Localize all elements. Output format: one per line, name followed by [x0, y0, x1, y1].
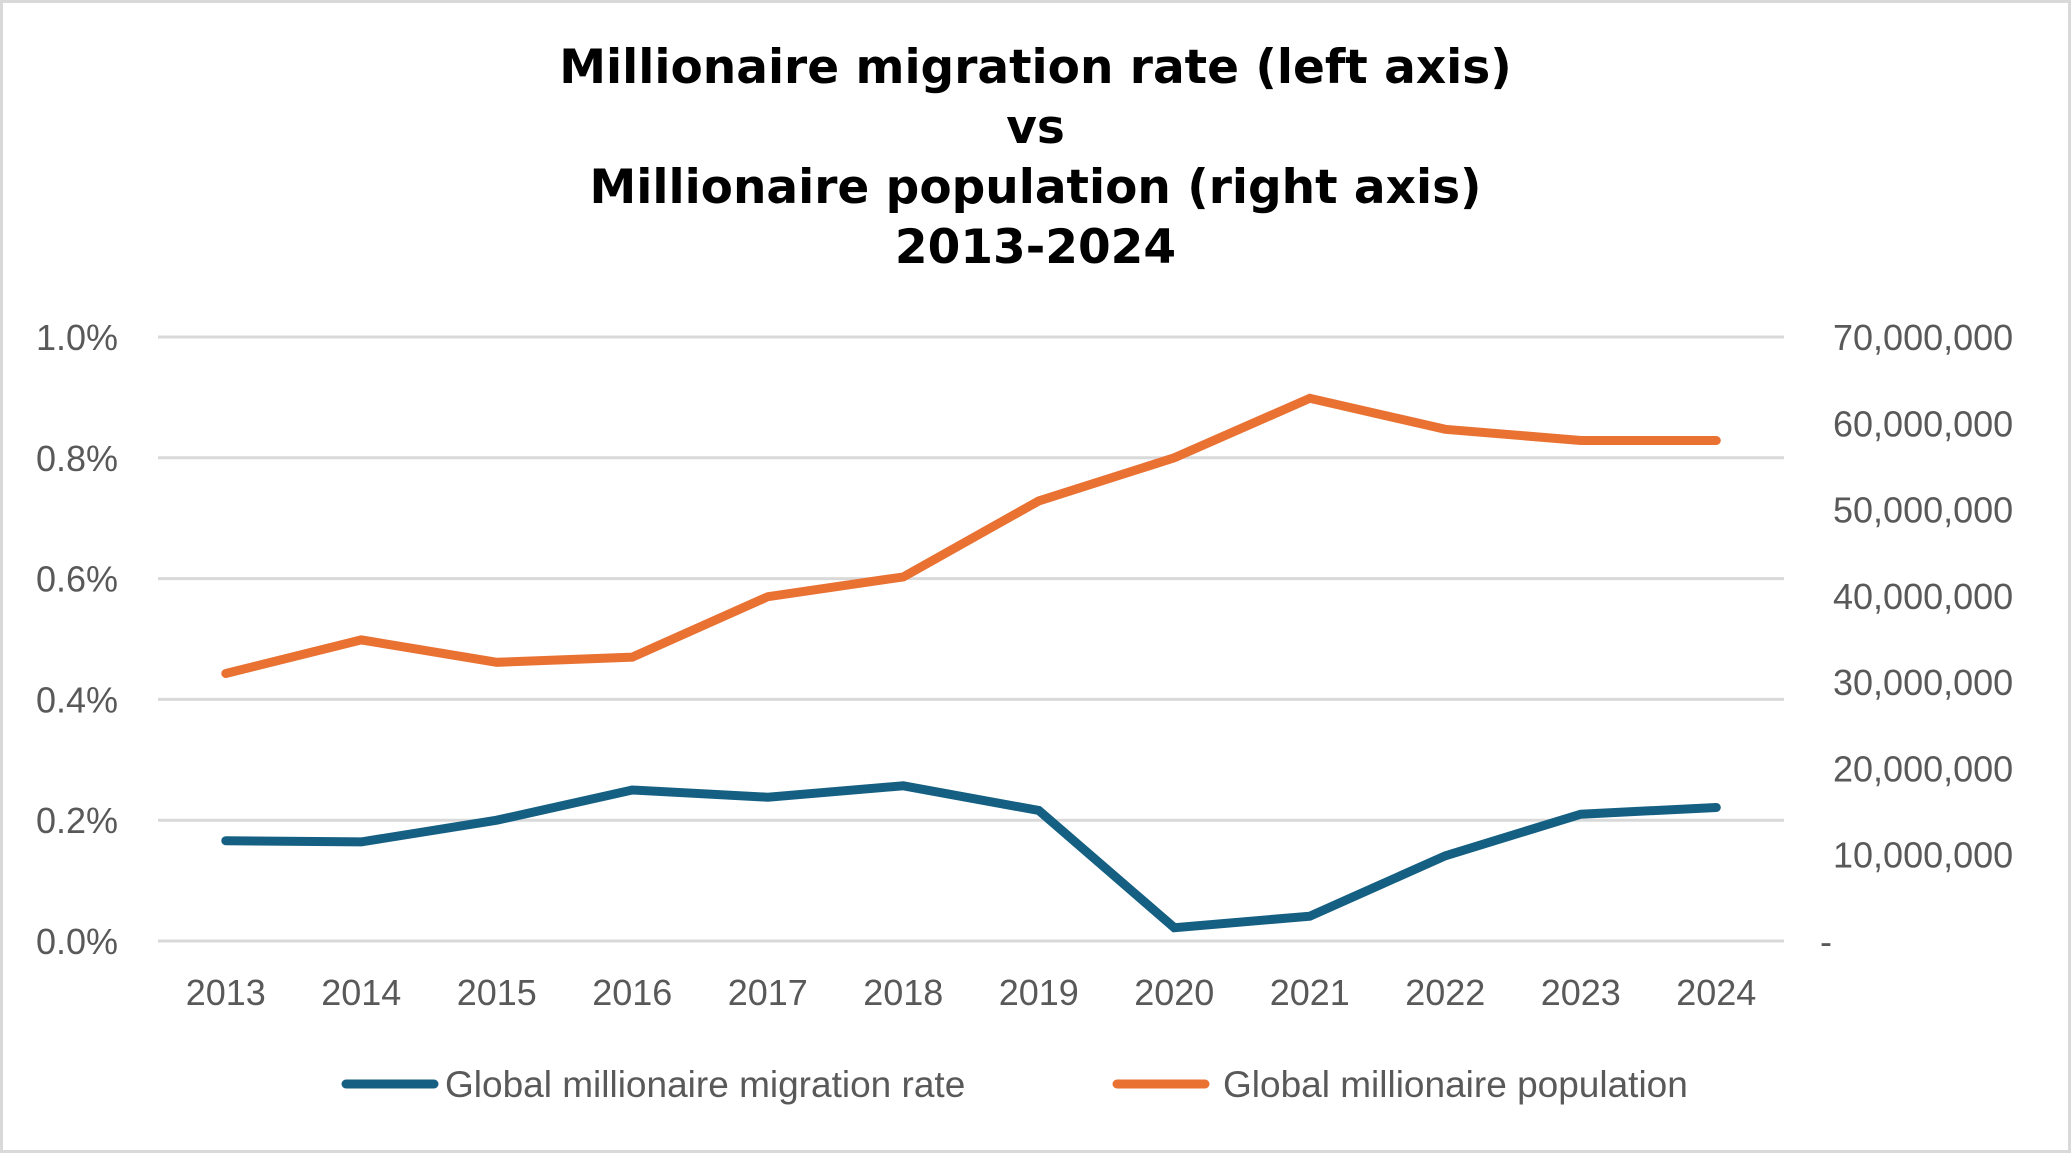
x-axis-tick-label: 2024: [1676, 972, 1756, 1013]
title-line-1: Millionaire migration rate (left axis): [559, 40, 1512, 95]
x-axis-tick-label: 2015: [457, 972, 537, 1013]
series-line-population: [221, 393, 1721, 678]
x-axis-tick-label: 2016: [592, 972, 672, 1013]
title-line-4: 2013-2024: [894, 220, 1177, 275]
x-axis-tick-label: 2018: [863, 972, 943, 1013]
series-lines: [221, 393, 1721, 933]
right-axis-tick-label: 30,000,000: [1833, 662, 2013, 703]
chart-title: Millionaire migration rate (left axis) v…: [0, 38, 2071, 278]
right-axis-tick-label: 10,000,000: [1833, 835, 2013, 876]
x-axis-tick-label: 2013: [186, 972, 266, 1013]
title-line-2: vs: [1006, 100, 1065, 155]
right-axis-tick-label: 50,000,000: [1833, 490, 2013, 531]
left-axis-tick-label: 0.6%: [36, 559, 118, 600]
left-axis-tick-label: 0.8%: [36, 438, 118, 479]
x-axis-tick-label: 2019: [999, 972, 1079, 1013]
right-axis-tick-label: 20,000,000: [1833, 748, 2013, 789]
x-axis-tick-label: 2023: [1541, 972, 1621, 1013]
right-axis: - 10,000,000 20,000,000 30,000,000 40,000,00…: [1820, 317, 2013, 962]
right-axis-tick-label: -: [1820, 921, 1832, 962]
x-axis-tick-label: 2020: [1134, 972, 1214, 1013]
left-axis-tick-label: 0.2%: [36, 800, 118, 841]
right-axis-tick-label: 60,000,000: [1833, 403, 2013, 444]
title-line-3: Millionaire population (right axis): [589, 160, 1482, 215]
legend-label-population: Global millionaire population: [1223, 1064, 1688, 1105]
left-axis-tick-label: 0.0%: [36, 921, 118, 962]
gridlines: [158, 335, 1784, 943]
x-axis-tick-label: 2017: [728, 972, 808, 1013]
legend-label-migration-rate: Global millionaire migration rate: [445, 1064, 965, 1105]
left-axis: 0.0% 0.2% 0.4% 0.6% 0.8% 1.0%: [36, 317, 118, 962]
legend: Global millionaire migration rate Global…: [341, 1064, 1688, 1105]
x-axis-tick-label: 2022: [1405, 972, 1485, 1013]
x-axis-tick-label: 2021: [1270, 972, 1350, 1013]
x-axis: 2013 2014 2015 2016 2017 2018 2019 2020 2021 2022…: [186, 972, 1757, 1013]
right-axis-tick-label: 70,000,000: [1833, 317, 2013, 358]
right-axis-tick-label: 40,000,000: [1833, 576, 2013, 617]
x-axis-tick-label: 2014: [321, 972, 401, 1013]
left-axis-tick-label: 1.0%: [36, 317, 118, 358]
series-line-migration-rate: [221, 781, 1721, 933]
left-axis-tick-label: 0.4%: [36, 679, 118, 720]
